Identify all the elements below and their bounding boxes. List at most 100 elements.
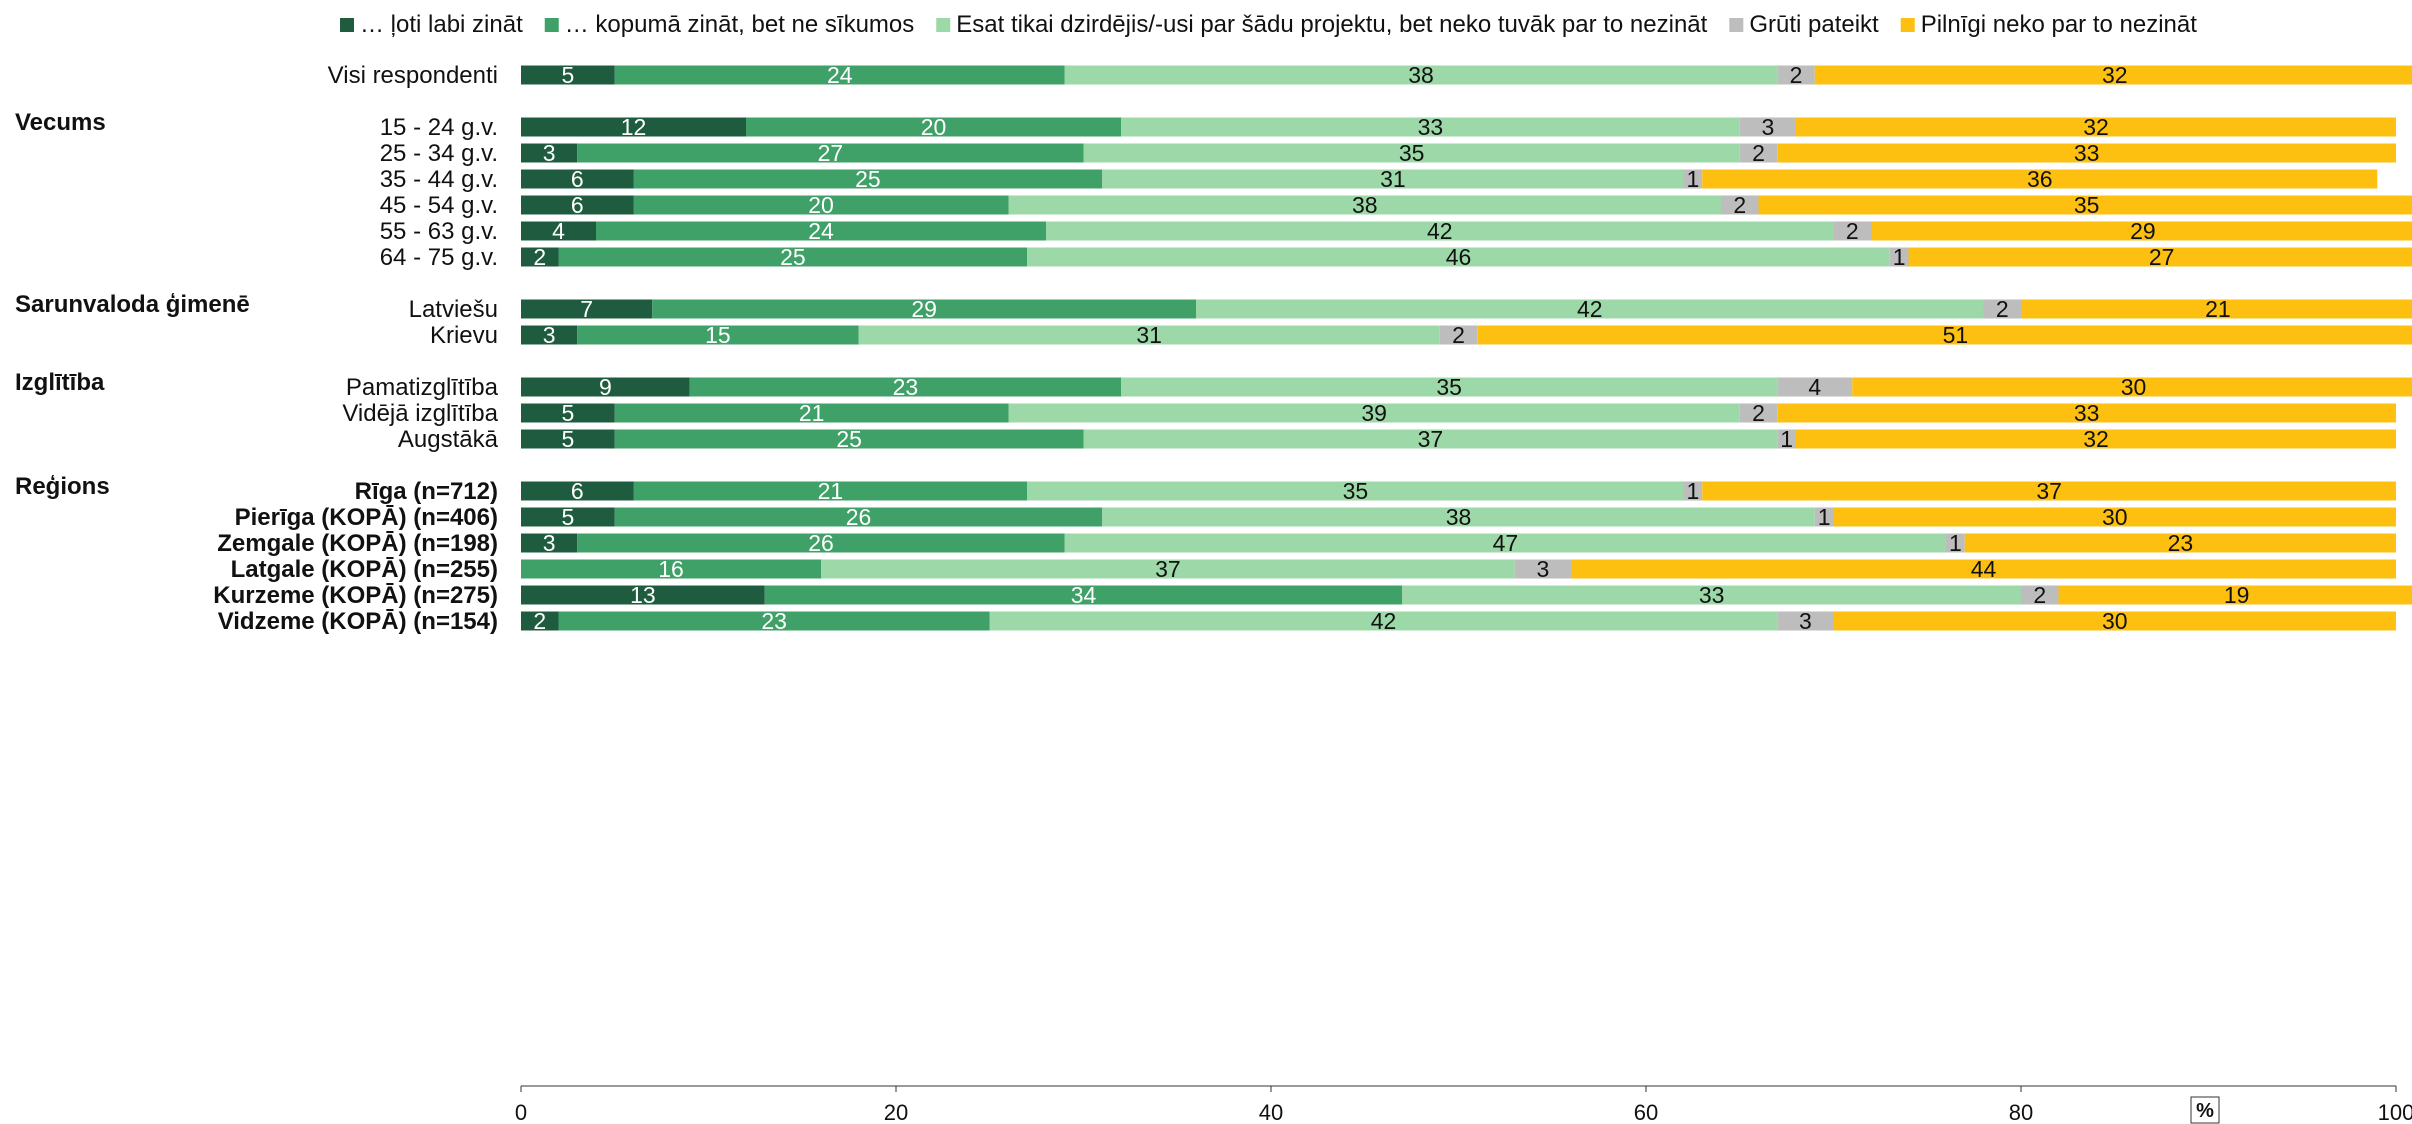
data-label: 2 <box>1733 192 1746 218</box>
bar-segment <box>764 585 1403 605</box>
bar-segment <box>1064 65 1778 85</box>
row-labels: Visi respondenti 15 - 24 g.v.25 - 34 g.v.… <box>213 62 498 635</box>
bar-segment <box>1871 221 2412 241</box>
bar-segment <box>1852 377 2412 397</box>
bar-segment <box>1758 195 2412 215</box>
row-label: Latgale (KOPĀ) (n=255) <box>231 556 498 583</box>
bar-segment <box>521 481 634 501</box>
data-label: 30 <box>2102 608 2128 634</box>
bar-segment <box>746 117 1121 137</box>
group-label: Sarunvaloda ģimenē <box>15 291 250 318</box>
data-label: 1 <box>1686 166 1699 192</box>
legend: … ļoti labi zināt … kopumā zināt, bet ne … <box>340 11 2197 38</box>
bar-segment <box>1964 533 2396 553</box>
bar-segment <box>521 325 578 345</box>
bar-segment <box>1889 247 1909 267</box>
bar-segment <box>1683 481 1703 501</box>
data-label: 3 <box>1761 114 1774 140</box>
bar-segment <box>521 221 596 241</box>
data-label: 1 <box>1780 426 1793 452</box>
data-label: 42 <box>1371 608 1397 634</box>
bar-segment <box>577 325 859 345</box>
row-label: 15 - 24 g.v. <box>380 114 498 141</box>
data-label: 12 <box>621 114 647 140</box>
bar-segment <box>577 533 1065 553</box>
bar-segment <box>1777 143 2396 163</box>
bar-segment <box>1814 507 1834 527</box>
bar-segment <box>1102 169 1684 189</box>
row-label: Vidzeme (KOPĀ) (n=154) <box>218 608 498 635</box>
bar-segment <box>1777 403 2396 423</box>
data-label: 37 <box>1155 556 1181 582</box>
data-label: 1 <box>1893 244 1906 270</box>
bar-segment <box>1102 507 1815 527</box>
bar-segment <box>521 299 653 319</box>
bar-segment <box>858 325 1440 345</box>
data-label: 31 <box>1380 166 1406 192</box>
bar-segment <box>1027 247 1890 267</box>
bar-segment <box>1739 403 1778 423</box>
unit-box <box>2190 1096 2220 1124</box>
bar-segment <box>521 533 578 553</box>
bar-segment <box>652 299 1196 319</box>
bar-segment <box>614 65 1065 85</box>
data-label: 21 <box>799 400 825 426</box>
data-label: 32 <box>2083 426 2109 452</box>
data-label: 2 <box>533 244 546 270</box>
x-axis: 0 20 40 60 80 100% <box>515 1085 2412 1124</box>
data-label: 2 <box>1996 296 2009 322</box>
legend-swatch <box>544 18 559 32</box>
legend-entry: … ļoti labi zināt <box>360 11 523 38</box>
bar-segment <box>1008 195 1721 215</box>
x-tick-label: 80 <box>2009 1100 2033 1124</box>
bar-segment <box>1777 611 1834 631</box>
bar-segment <box>1946 533 1965 553</box>
bar-segment <box>1121 377 1778 397</box>
data-label: 37 <box>1418 426 1444 452</box>
data-label: 32 <box>2083 114 2109 140</box>
bar-segment <box>1814 65 2412 85</box>
bar-segment <box>1083 429 1778 449</box>
bar-segment <box>1027 481 1684 501</box>
data-label: 13 <box>630 582 656 608</box>
data-label: 35 <box>1436 374 1462 400</box>
bar-segment <box>1739 117 1796 137</box>
bar-segment <box>1833 507 2396 527</box>
bar-segment <box>1777 429 1796 449</box>
bar-segment <box>1046 221 1834 241</box>
bar-segment <box>1796 429 2396 449</box>
bar-segment <box>558 611 990 631</box>
data-label: 2 <box>533 608 546 634</box>
bar-segment <box>521 65 615 85</box>
data-label: 38 <box>1352 192 1378 218</box>
data-label: 16 <box>658 556 684 582</box>
row-label: Rīga (n=712) <box>355 478 498 505</box>
row-label: 55 - 63 g.v. <box>380 218 498 245</box>
data-label: 34 <box>1071 582 1097 608</box>
bar-segment <box>614 403 1009 423</box>
bar-segment <box>633 195 1009 215</box>
bar-segment <box>596 221 1046 241</box>
bar-segment <box>1833 611 2396 631</box>
bar-segment <box>577 143 1084 163</box>
data-label: 3 <box>543 530 556 556</box>
bar-segment <box>1721 195 1759 215</box>
data-label: 35 <box>1399 140 1425 166</box>
bar-segment <box>1777 377 1853 397</box>
bar-segment <box>521 585 765 605</box>
bar-segment <box>1514 559 1571 579</box>
data-label: 21 <box>818 478 844 504</box>
data-label: 23 <box>893 374 919 400</box>
legend-entry: Pilnīgi neko par to nezināt <box>1921 11 2198 38</box>
row-label: Zemgale (KOPĀ) (n=198) <box>217 530 498 557</box>
data-label: 5 <box>561 400 574 426</box>
bar-segment <box>1702 169 2378 189</box>
bar-segment <box>614 507 1103 527</box>
data-label: 6 <box>571 166 584 192</box>
bar-segment <box>1402 585 2021 605</box>
row-label: Pamatizglītība <box>346 374 499 401</box>
bar-segment <box>521 169 634 189</box>
data-label: 46 <box>1446 244 1472 270</box>
data-label: 47 <box>1493 530 1519 556</box>
